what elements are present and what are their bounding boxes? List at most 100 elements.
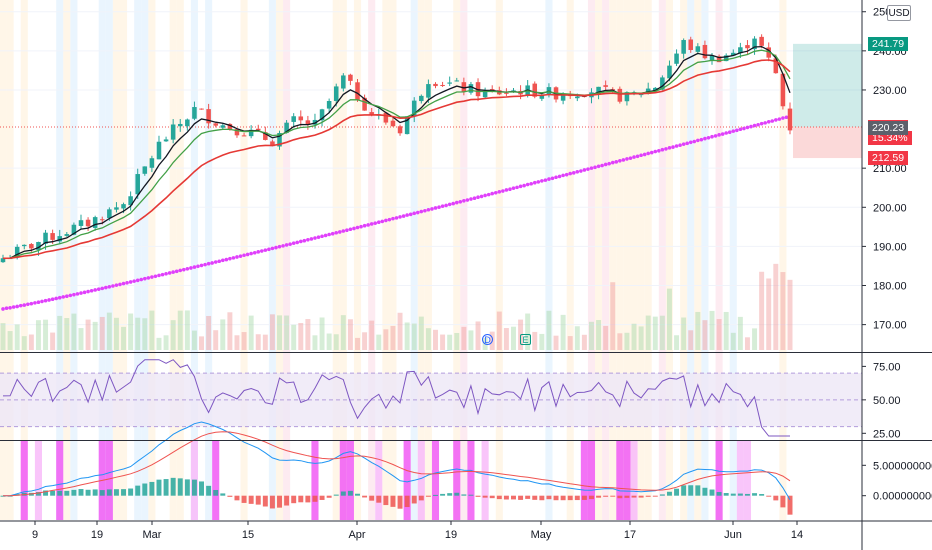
macd-histogram-bar [234, 495, 240, 501]
candle-body [319, 109, 325, 121]
ma-long-point [267, 247, 271, 252]
volume-bar [716, 319, 722, 350]
ma-long-point [511, 186, 516, 190]
long-position-tool[interactable] [0, 43, 862, 159]
ma-long-point [469, 197, 473, 201]
ma-long-point [742, 126, 746, 131]
grid-lines [0, 11, 862, 326]
candle [674, 49, 679, 67]
volume-bar [35, 320, 41, 350]
candle-body [284, 122, 289, 133]
volume-bar [163, 335, 169, 350]
ma-long-point [306, 237, 310, 242]
macd-histogram-bar [447, 493, 453, 496]
ma-long-point [554, 175, 558, 180]
macd-highlight [431, 441, 440, 520]
candle-body [78, 220, 84, 226]
candle-body [433, 83, 438, 87]
price-tick-label: 180.00 [873, 281, 907, 293]
volume-bar [184, 310, 190, 350]
rsi-tick-label: 50.00 [873, 395, 901, 407]
candle [468, 81, 474, 95]
candle [114, 202, 119, 213]
candle-body [142, 166, 148, 174]
ma-long-point [1, 307, 5, 311]
ma-long-point [692, 139, 697, 144]
macd-histogram-bar [553, 495, 559, 501]
candle [454, 77, 460, 82]
ma-long-point [302, 238, 307, 243]
candle [348, 73, 353, 86]
currency-button[interactable]: USD [887, 5, 911, 21]
macd-histogram-bar [511, 495, 516, 500]
candle-body [426, 84, 431, 98]
volume-bar [666, 288, 672, 350]
macd-pane[interactable] [0, 421, 793, 520]
ma-long-point [277, 244, 282, 249]
macd-histogram-bar [333, 494, 339, 496]
ma-long-point [447, 202, 452, 207]
volume-bar [85, 319, 91, 350]
ma-long-point [738, 127, 743, 132]
macd-histogram-bar [170, 477, 176, 496]
macd-histogram-bar [440, 493, 446, 496]
candle [213, 123, 218, 128]
candle-body [149, 158, 155, 168]
volume-bar [418, 316, 424, 350]
candle [440, 81, 445, 87]
session-stripe [148, 0, 156, 520]
candle-body [312, 119, 318, 125]
volume-bar [28, 334, 34, 350]
macd-highlight [403, 441, 411, 520]
ma-long-point [242, 253, 246, 258]
macd-histogram-bar [539, 495, 545, 501]
session-stripe [658, 0, 666, 520]
macd-highlight [20, 441, 28, 520]
ma-long-point [529, 181, 534, 186]
ma-long-point [532, 180, 537, 185]
ma-long-point [472, 196, 477, 201]
candle [617, 86, 623, 104]
session-stripe [630, 0, 638, 520]
macd-histogram-bar [50, 490, 56, 496]
volume-bar [312, 335, 318, 350]
macd-histogram-bar [596, 495, 602, 498]
macd-histogram-bar [57, 490, 63, 496]
ma-long-point [128, 280, 133, 284]
macd-histogram-bar [319, 495, 325, 500]
candle-body [695, 46, 701, 52]
volume-bar [447, 334, 453, 350]
session-highlights [0, 0, 787, 520]
ma-long-point [681, 142, 686, 146]
ma-long-point [703, 136, 707, 141]
candle-body [546, 87, 552, 95]
candle-body [185, 119, 190, 127]
earnings-event-marker[interactable]: E [520, 334, 531, 345]
ma-long-point [696, 138, 700, 143]
ma-long-point [270, 246, 275, 251]
candle [156, 135, 162, 160]
candle-body [348, 74, 353, 81]
session-stripe [424, 0, 432, 520]
ma-long-point [249, 251, 253, 256]
candle [397, 124, 403, 136]
candle-body [752, 38, 757, 50]
ma-long-point [557, 174, 562, 179]
dividend-event-marker[interactable]: D [482, 334, 493, 345]
volume-bar [688, 330, 694, 350]
ma-long-point [770, 119, 775, 123]
macd-histogram-bar [773, 495, 779, 501]
ma-long-point [699, 137, 704, 142]
ma-long-point [547, 177, 551, 181]
rsi-pane[interactable] [0, 359, 862, 437]
macd-histogram-bar [433, 494, 438, 496]
candle [603, 80, 608, 91]
ma-long-point [451, 201, 456, 206]
candle [411, 97, 417, 123]
ma-long-point [252, 250, 257, 255]
candle-body [603, 85, 608, 87]
ma-long-point [508, 187, 512, 191]
candle [681, 38, 686, 59]
